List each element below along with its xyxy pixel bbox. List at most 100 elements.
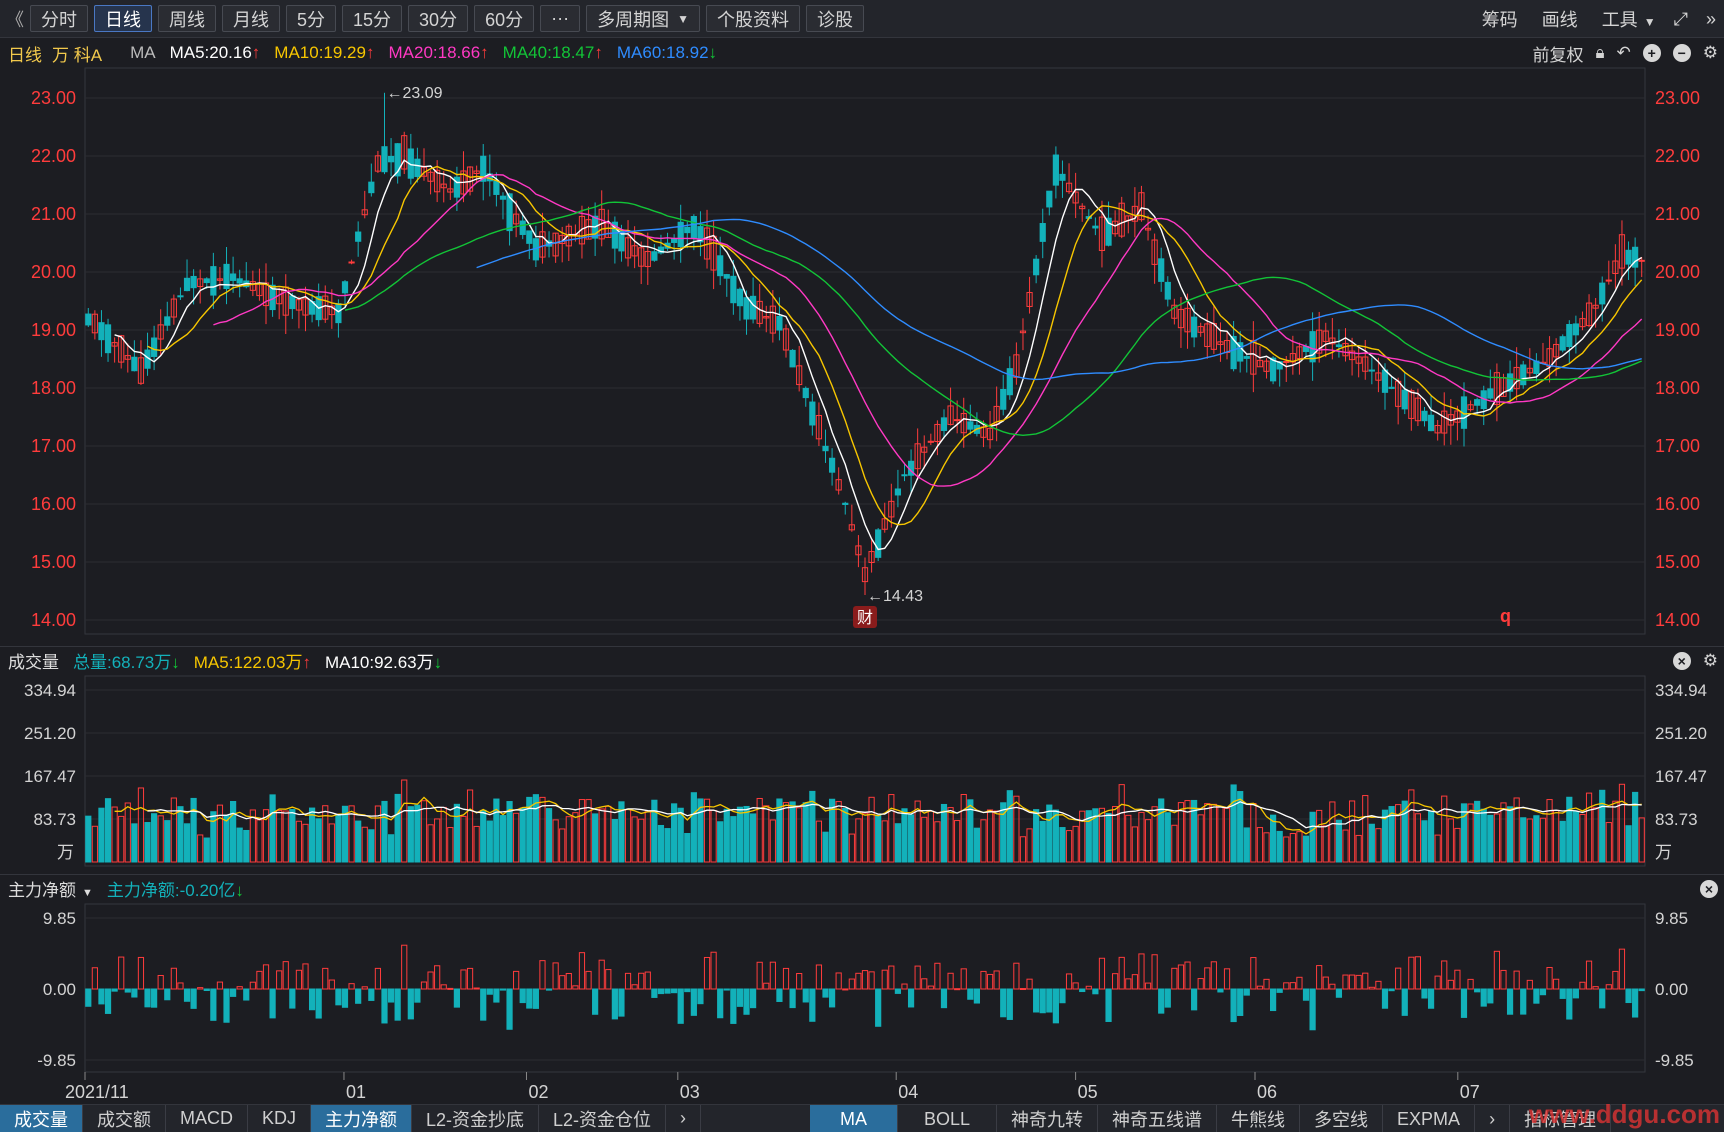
collapse-icon[interactable]: » [1705, 8, 1716, 29]
price-tick-left: 15.00 [31, 552, 76, 572]
volume-bar [1184, 800, 1191, 863]
settings-icon[interactable]: ⚙ [1702, 43, 1718, 62]
close-icon[interactable]: × [1700, 880, 1718, 898]
volume-bar [315, 818, 322, 863]
tab-ma[interactable]: MA [810, 1105, 898, 1132]
candle-body [1112, 220, 1119, 235]
more-button[interactable]: ··· [540, 5, 581, 32]
candle-body [875, 529, 882, 558]
tab-volume[interactable]: 成交量 [0, 1104, 83, 1132]
date-tick-label: 01 [346, 1082, 366, 1102]
multi-period-dropdown[interactable]: 多周期图 ▼ [586, 5, 700, 32]
chip-distribution-button[interactable]: 筹码 [1481, 10, 1518, 30]
tab-turnover[interactable]: 成交额 [83, 1104, 166, 1132]
next-overlay-icon[interactable]: › [1475, 1105, 1511, 1132]
flow-bar [269, 988, 276, 1019]
undo-icon[interactable]: ↶ [1616, 43, 1631, 62]
volume-bar [519, 807, 526, 863]
flow-bar [1342, 974, 1349, 990]
diagnose-button[interactable]: 诊股 [805, 5, 864, 32]
candle-body [236, 278, 243, 284]
zoom-in-icon[interactable]: + [1642, 44, 1661, 62]
flow-label[interactable]: 主力净额 ▼ [8, 876, 93, 901]
volume-bar [657, 824, 665, 863]
period-tab-monthly[interactable]: 月线 [222, 5, 280, 32]
volume-bar [1033, 809, 1040, 863]
chart-canvas[interactable]: 23.00 23.00 22.00 22.00 21.00 21.00 20.00 20.00… [0, 0, 1724, 1104]
tab-main-net-flow[interactable]: 主力净额 [311, 1104, 413, 1132]
period-tab-weekly[interactable]: 周线 [158, 5, 216, 32]
ma-indicator-label[interactable]: MA [130, 43, 156, 62]
candle-body [447, 188, 454, 193]
candle-body [1046, 190, 1053, 208]
volume-bar [98, 807, 105, 863]
volume-ma10-line [147, 801, 1642, 829]
flow-bar [736, 988, 744, 1007]
volume-label[interactable]: 成交量 [8, 653, 59, 672]
volume-bar [1434, 834, 1441, 863]
flow-bar [1158, 988, 1165, 1014]
volume-total: 总量:68.73万↓ [73, 648, 180, 673]
flow-bar [684, 988, 691, 993]
volume-bar [1362, 795, 1369, 863]
period-tab-15min[interactable]: 15分 [342, 5, 403, 32]
candle-body [1355, 356, 1362, 364]
back-icon[interactable]: 《 [6, 9, 24, 30]
fullscreen-icon[interactable]: ⤢ [1673, 8, 1688, 29]
flow-bar [1579, 981, 1586, 990]
candle-body [1243, 356, 1250, 359]
flow-bar [1605, 984, 1612, 990]
price-tick-right: 21.00 [1655, 204, 1700, 224]
close-icon[interactable]: × [1672, 652, 1691, 670]
tab-boll[interactable]: BOLL [898, 1105, 998, 1132]
candle-body [776, 315, 783, 331]
flow-bar [1197, 978, 1204, 990]
price-tick-right: 18.00 [1655, 378, 1700, 398]
lock-icon[interactable]: 🔒︎ [1595, 43, 1605, 62]
period-tab-60min[interactable]: 60分 [474, 5, 535, 32]
candle-body [98, 322, 105, 341]
tab-l2-position[interactable]: L2-资金仓位 [539, 1104, 667, 1132]
candle-body [190, 275, 197, 289]
flow-bar [223, 988, 230, 1023]
candle-body [855, 545, 862, 556]
tab-l2-bottom-fishing[interactable]: L2-资金抄底 [412, 1104, 540, 1132]
adjust-mode[interactable]: 前复权 [1532, 45, 1584, 65]
flow-bar [993, 970, 1000, 990]
flow-bar [1105, 988, 1112, 1022]
tools-dropdown[interactable]: 工具 ▼ [1602, 6, 1656, 32]
tab-kdj[interactable]: KDJ [248, 1104, 312, 1132]
tab-expma[interactable]: EXPMA [1383, 1105, 1476, 1132]
volume-bar [322, 805, 329, 863]
stock-name[interactable]: 万 科A [52, 45, 103, 65]
period-tab-5min[interactable]: 5分 [286, 5, 337, 32]
period-tab-daily[interactable]: 日线 [94, 5, 152, 32]
tab-long-short-line[interactable]: 多空线 [1300, 1105, 1384, 1132]
flow-bar [1375, 980, 1382, 990]
volume-bar [1342, 829, 1349, 863]
settings-icon[interactable]: ⚙ [1702, 651, 1718, 670]
next-tabs-icon[interactable]: › [666, 1104, 702, 1132]
flow-bar [1506, 988, 1514, 1015]
period-tab-30min[interactable]: 30分 [408, 5, 469, 32]
indicator-manager-button[interactable]: 指标管理 [1510, 1105, 1612, 1132]
watermark-text: www.ddgu.com [1528, 1099, 1720, 1129]
candle-body [1572, 323, 1579, 336]
tab-macd[interactable]: MACD [166, 1104, 248, 1132]
period-tab-intraday[interactable]: 分时 [30, 5, 88, 32]
drawing-button[interactable]: 画线 [1541, 10, 1578, 30]
volume-bar [736, 806, 744, 863]
candle-body [1605, 279, 1612, 282]
tab-magic-five-lines[interactable]: 神奇五线谱 [1098, 1105, 1218, 1132]
flow-bar [1612, 970, 1619, 990]
flow-bar [868, 971, 875, 990]
tab-bull-bear-line[interactable]: 牛熊线 [1217, 1105, 1301, 1132]
stock-profile-button[interactable]: 个股资料 [705, 5, 800, 32]
flow-bar [348, 983, 355, 990]
volume-bar [210, 811, 217, 863]
tab-magic-nine[interactable]: 神奇九转 [997, 1105, 1099, 1132]
flow-bar [690, 988, 697, 1016]
candle-body [1138, 192, 1145, 221]
zoom-out-icon[interactable]: − [1672, 44, 1691, 62]
volume-tick-left: 251.20 [24, 724, 76, 743]
